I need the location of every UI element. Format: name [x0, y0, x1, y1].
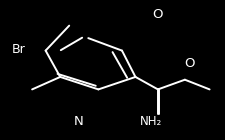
Text: O: O [183, 57, 194, 70]
Text: O: O [152, 8, 162, 21]
Text: Br: Br [12, 43, 26, 56]
Text: NH₂: NH₂ [139, 115, 162, 128]
Text: N: N [73, 115, 83, 128]
